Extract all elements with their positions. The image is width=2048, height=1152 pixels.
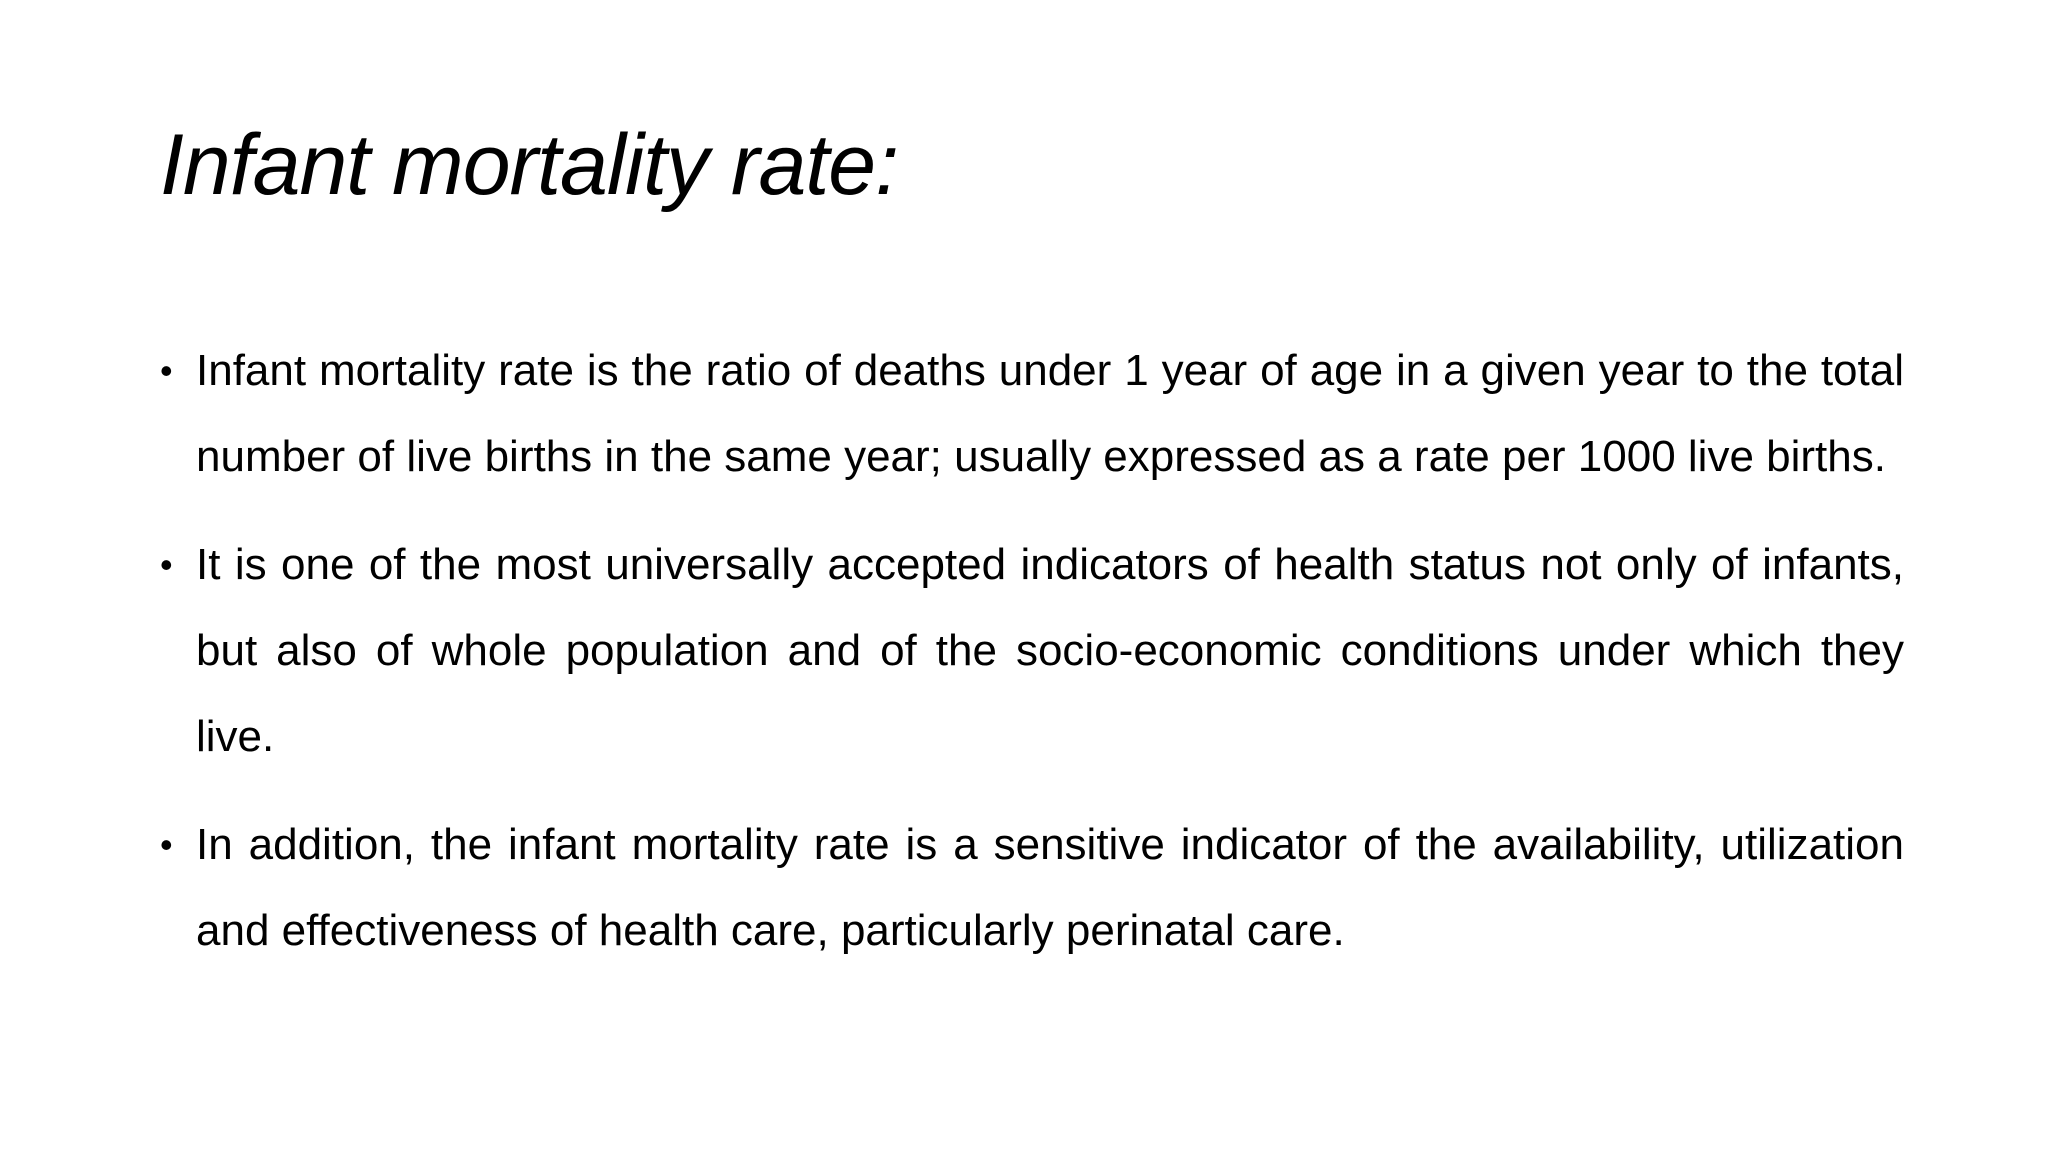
bullet-text: It is one of the most universally accept… — [196, 540, 1904, 761]
bullet-text: Infant mortality rate is the ratio of de… — [196, 346, 1904, 481]
bullet-item: • In addition, the infant mortality rate… — [160, 802, 1904, 974]
bullet-list: • Infant mortality rate is the ratio of … — [160, 328, 1904, 996]
bullet-item: • It is one of the most universally acce… — [160, 522, 1904, 780]
bullet-icon: • — [160, 350, 173, 391]
bullet-text: In addition, the infant mortality rate i… — [196, 820, 1904, 955]
slide-title: Infant mortality rate: — [160, 117, 899, 213]
bullet-icon: • — [160, 824, 173, 865]
bullet-item: • Infant mortality rate is the ratio of … — [160, 328, 1904, 500]
bullet-icon: • — [160, 544, 173, 585]
